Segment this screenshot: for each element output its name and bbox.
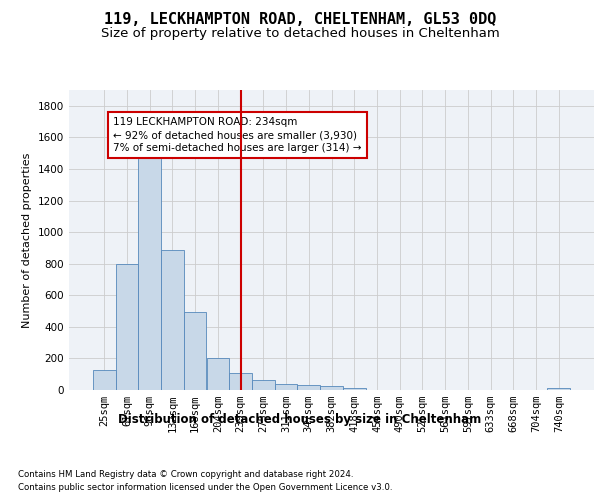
Bar: [206, 358, 229, 390]
Bar: [275, 384, 298, 390]
Bar: [116, 264, 139, 390]
Text: Contains public sector information licensed under the Open Government Licence v3: Contains public sector information licen…: [18, 482, 392, 492]
Text: 119 LECKHAMPTON ROAD: 234sqm
← 92% of detached houses are smaller (3,930)
7% of : 119 LECKHAMPTON ROAD: 234sqm ← 92% of de…: [113, 117, 362, 153]
Bar: [139, 156, 161, 390]
Bar: [93, 370, 116, 390]
Bar: [298, 385, 320, 390]
Text: Contains HM Land Registry data © Crown copyright and database right 2024.: Contains HM Land Registry data © Crown c…: [18, 470, 353, 479]
Text: 119, LECKHAMPTON ROAD, CHELTENHAM, GL53 0DQ: 119, LECKHAMPTON ROAD, CHELTENHAM, GL53 …: [104, 12, 496, 28]
Bar: [320, 386, 343, 390]
Bar: [229, 374, 252, 390]
Bar: [184, 312, 206, 390]
Bar: [161, 250, 184, 390]
Bar: [343, 388, 365, 390]
Bar: [252, 380, 275, 390]
Y-axis label: Number of detached properties: Number of detached properties: [22, 152, 32, 328]
Bar: [547, 388, 570, 390]
Text: Distribution of detached houses by size in Cheltenham: Distribution of detached houses by size …: [118, 412, 482, 426]
Text: Size of property relative to detached houses in Cheltenham: Size of property relative to detached ho…: [101, 28, 499, 40]
